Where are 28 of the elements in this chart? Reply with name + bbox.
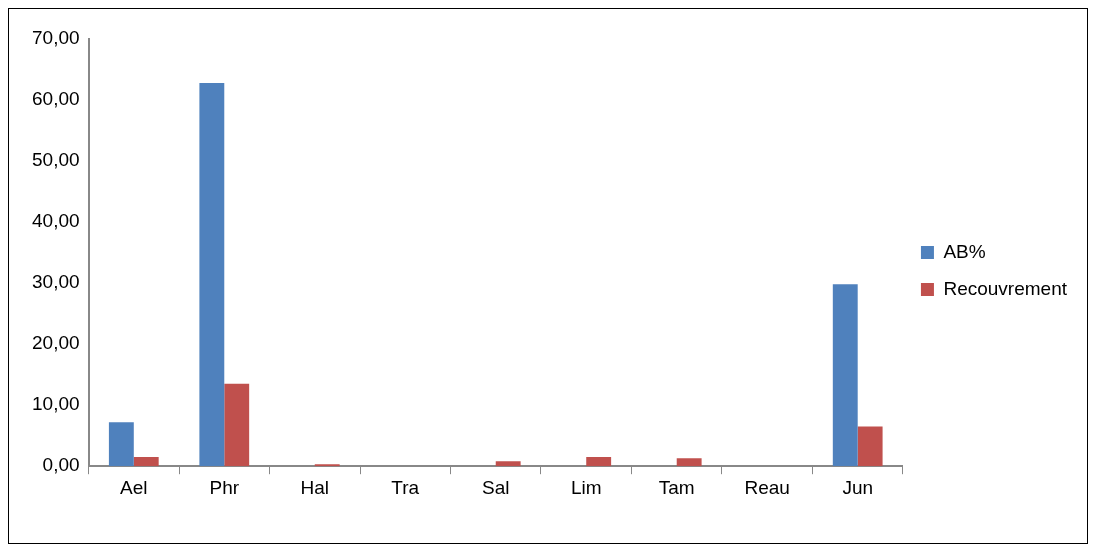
x-tick-label: Sal — [482, 476, 510, 498]
bar — [832, 284, 858, 467]
bar — [676, 458, 702, 467]
x-tick-label: Hal — [300, 476, 330, 498]
x-tick-label: Lim — [570, 476, 602, 498]
y-tick-label: 50,00 — [32, 149, 80, 171]
legend-label: AB% — [943, 240, 986, 262]
y-tick-label: 70,00 — [32, 27, 80, 49]
bar — [133, 457, 159, 467]
y-tick-label: 60,00 — [32, 88, 80, 110]
x-tick-label: Phr — [209, 476, 240, 498]
y-tick-label: 20,00 — [32, 332, 80, 354]
y-tick-label: 10,00 — [32, 393, 80, 415]
bar — [586, 457, 612, 467]
x-tick-label: Jun — [842, 476, 874, 498]
x-tick-label: Tam — [658, 476, 695, 498]
y-tick-label: 30,00 — [32, 271, 80, 293]
x-tick-label: Tra — [391, 476, 420, 498]
y-tick-label: 0,00 — [42, 454, 80, 476]
y-tick-label: 40,00 — [32, 210, 80, 232]
bar — [108, 422, 134, 467]
bar — [495, 461, 521, 467]
bar — [199, 82, 225, 467]
bar — [857, 426, 883, 467]
x-tick-label: Reau — [744, 476, 790, 498]
x-tick-label: Ael — [120, 476, 148, 498]
bar — [224, 383, 250, 467]
legend-label: Recouvrement — [943, 277, 1068, 299]
